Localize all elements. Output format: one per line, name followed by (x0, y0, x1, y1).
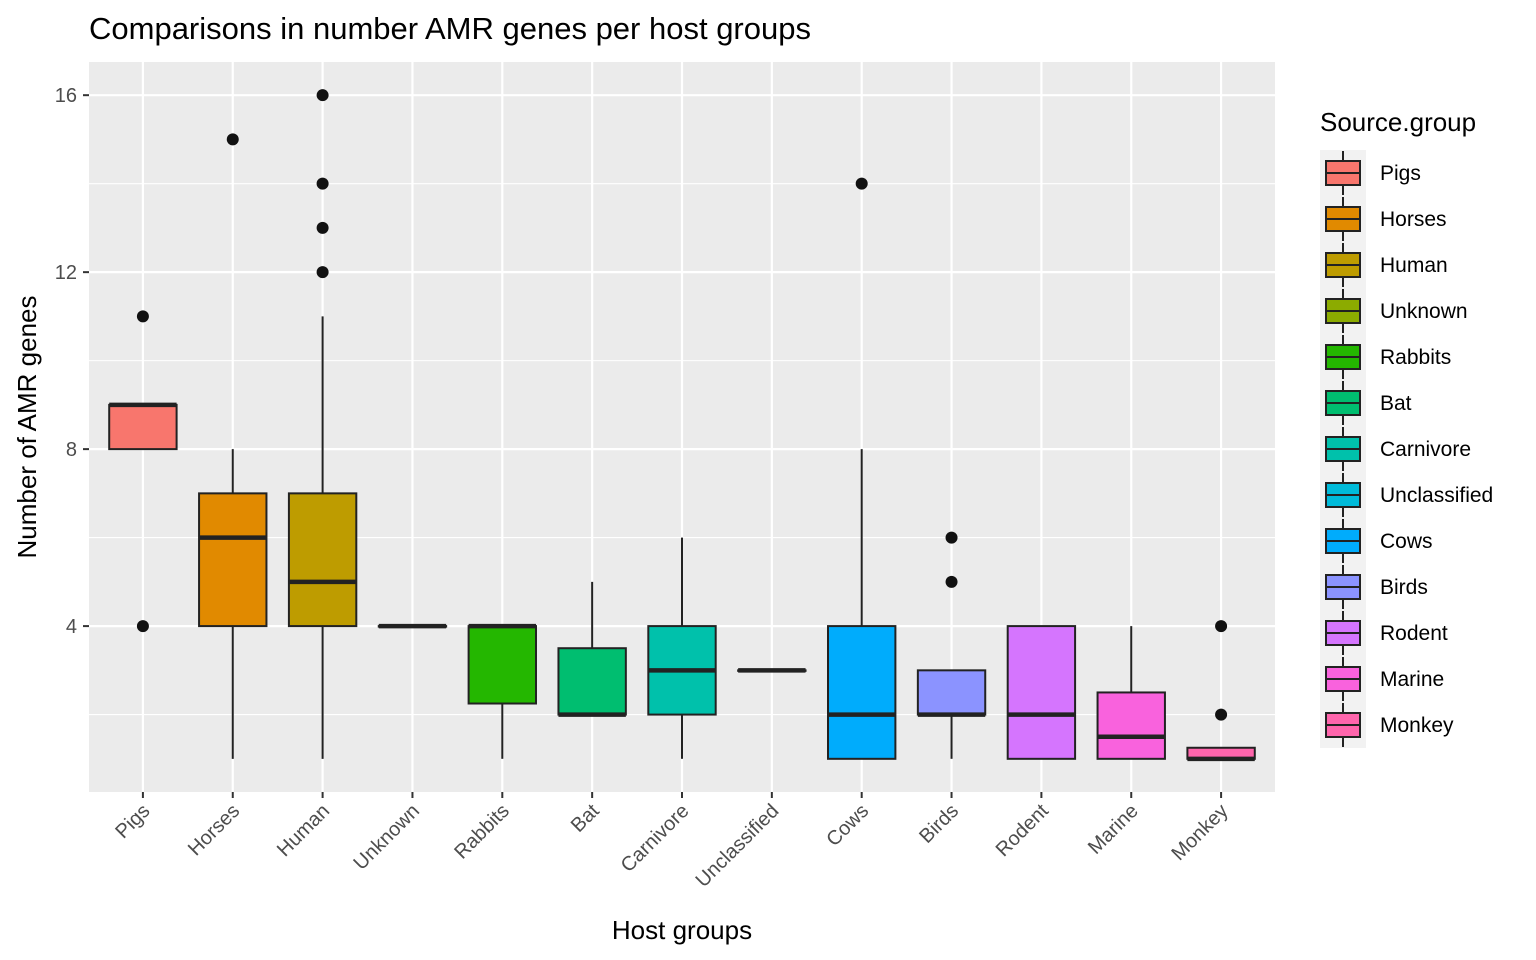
x-tick-label: Unclassified (692, 800, 784, 892)
x-tick-label: Cows (822, 800, 873, 851)
legend-item-bat: Bat (1325, 381, 1412, 425)
legend-item-pigs: Pigs (1325, 151, 1421, 195)
legend-label: Bat (1380, 392, 1412, 415)
outlier-point (316, 177, 329, 190)
outlier-point (1215, 620, 1228, 633)
box-cows (827, 177, 897, 760)
box-body (287, 492, 358, 628)
legend-label: Carnivore (1380, 438, 1471, 461)
x-tick-label: Rabbits (450, 800, 514, 864)
legend-item-birds: Birds (1325, 565, 1428, 609)
x-tick-label: Monkey (1168, 800, 1233, 865)
box-human (287, 89, 358, 759)
outlier-point (855, 177, 868, 190)
y-axis-title: Number of AMR genes (12, 295, 42, 558)
x-tick-label: Rodent (992, 800, 1053, 861)
legend-label: Human (1380, 254, 1448, 277)
box-body (827, 625, 897, 760)
legend-label: Rabbits (1380, 346, 1451, 369)
x-tick-label: Horses (184, 800, 244, 860)
box-body (1006, 625, 1077, 760)
legend-item-monkey: Monkey (1325, 703, 1454, 747)
outlier-point (136, 620, 149, 633)
y-tick-label: 16 (55, 85, 77, 107)
outlier-point (316, 89, 329, 102)
box-body (916, 669, 987, 716)
legend-item-rabbits: Rabbits (1325, 335, 1451, 379)
boxes-layer (108, 89, 1256, 762)
y-tick-label: 12 (55, 262, 77, 284)
legend: Source.group Pigs Horses Human Unknown Rabbi… (1320, 107, 1493, 748)
box-body (557, 647, 627, 716)
box-pigs (108, 310, 178, 633)
y-axis: 4 8 12 16 (55, 85, 89, 638)
legend-title: Source.group (1320, 107, 1476, 137)
legend-item-carnivore: Carnivore (1325, 427, 1471, 471)
legend-items: Pigs Horses Human Unknown Rabbits Bat Carnivor… (1320, 150, 1493, 748)
box-unclassified (737, 668, 807, 673)
box-rabbits (467, 623, 537, 759)
legend-item-horses: Horses (1325, 197, 1447, 241)
outlier-point (316, 221, 329, 234)
legend-item-human: Human (1325, 243, 1448, 287)
legend-label: Unknown (1380, 300, 1468, 323)
x-tick-label: Human (273, 800, 334, 861)
legend-label: Marine (1380, 668, 1444, 691)
legend-label: Cows (1380, 530, 1433, 553)
legend-label: Horses (1380, 208, 1447, 231)
box-carnivore (647, 537, 717, 759)
legend-item-cows: Cows (1325, 519, 1433, 563)
outlier-point (1215, 708, 1228, 721)
x-tick-label: Pigs (111, 800, 154, 843)
box-bat (557, 581, 627, 717)
box-body (1096, 691, 1166, 760)
box-birds (916, 531, 987, 759)
outlier-point (316, 266, 329, 279)
box-body (467, 625, 537, 705)
legend-label: Unclassified (1380, 484, 1493, 507)
box-unknown (377, 623, 448, 629)
x-tick-label: Bat (567, 800, 604, 837)
box-rodent (1006, 625, 1077, 760)
x-tick-label: Marine (1084, 800, 1143, 859)
outlier-point (226, 133, 239, 146)
x-tick-label: Birds (915, 800, 963, 848)
chart-title: Comparisons in number AMR genes per host… (89, 11, 811, 46)
outlier-point (945, 575, 958, 588)
y-tick-label: 8 (66, 439, 77, 461)
legend-item-unclassified: Unclassified (1325, 473, 1493, 517)
box-horses (198, 133, 268, 759)
outlier-point (136, 310, 149, 323)
legend-item-unknown: Unknown (1325, 289, 1468, 333)
outlier-point (945, 531, 958, 544)
legend-label: Rodent (1380, 622, 1448, 645)
box-marine (1096, 626, 1166, 760)
legend-label: Monkey (1380, 714, 1454, 737)
x-axis: Pigs Horses Human Unknown Rabbits Bat Carnivor… (111, 792, 1233, 892)
box-body (108, 403, 178, 451)
box-body (198, 492, 268, 628)
x-axis-title: Host groups (612, 915, 752, 945)
legend-item-marine: Marine (1325, 657, 1444, 701)
legend-label: Pigs (1380, 162, 1421, 185)
legend-label: Birds (1380, 576, 1428, 599)
box-monkey (1186, 620, 1256, 762)
x-tick-label: Carnivore (617, 800, 694, 877)
x-tick-label: Unknown (349, 800, 424, 875)
legend-item-rodent: Rodent (1325, 611, 1448, 655)
y-tick-label: 4 (66, 616, 77, 638)
